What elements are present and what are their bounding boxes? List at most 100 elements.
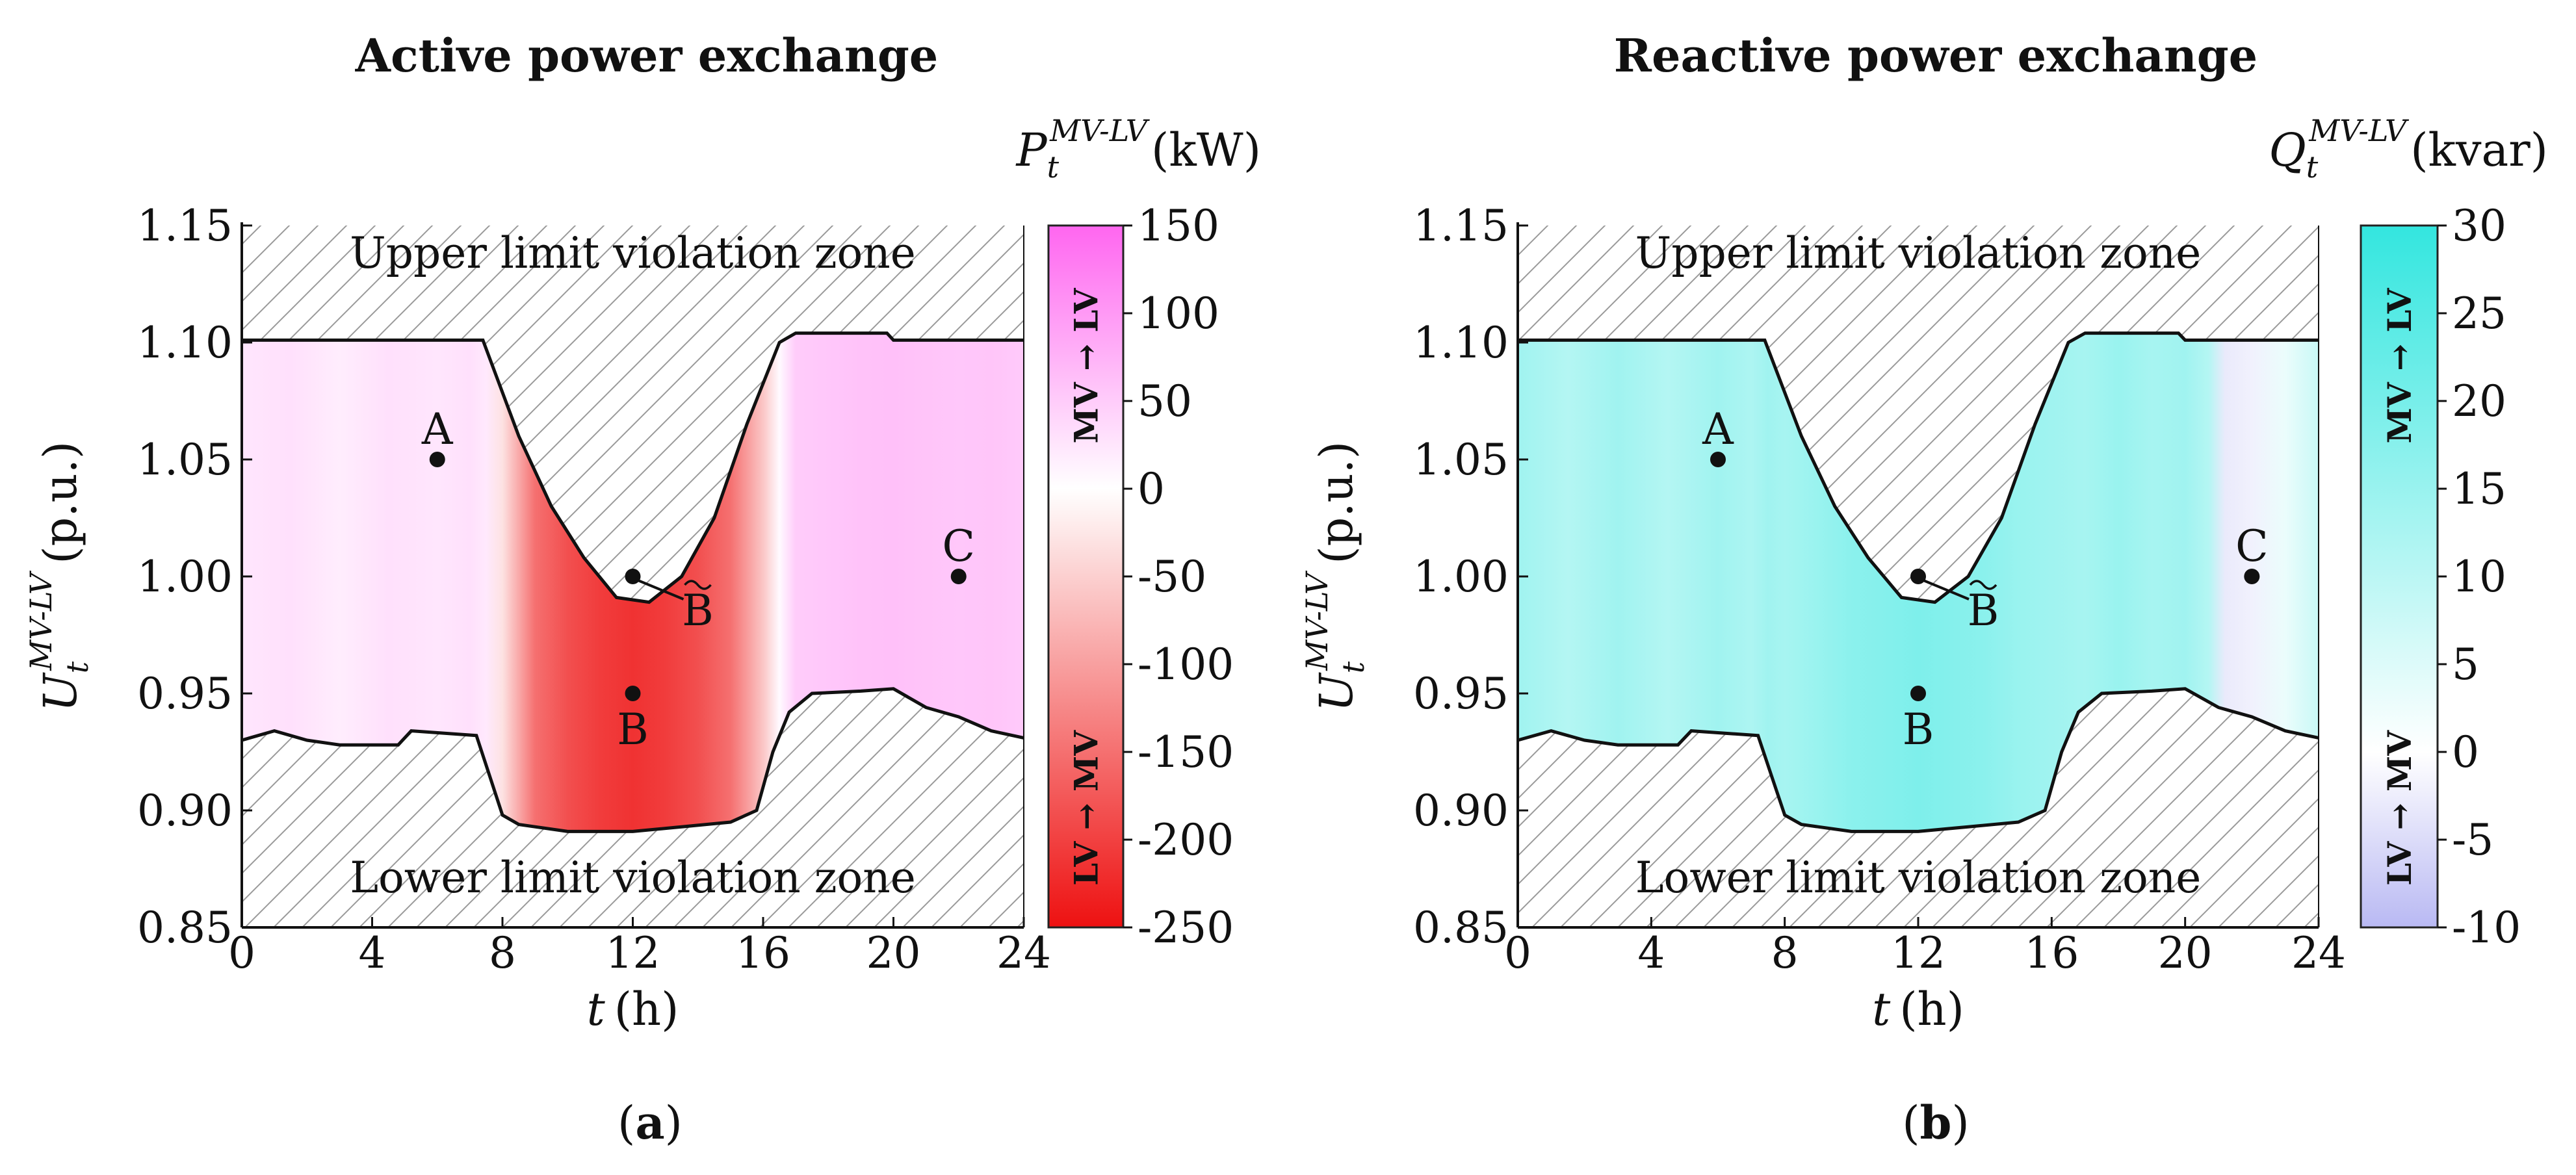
point-label-B-tilde: B	[682, 586, 714, 636]
point-B-tilde	[1910, 569, 1926, 584]
colorbar-direction-upper: MV → LV	[2380, 287, 2419, 443]
y-axis-sup: MV-LV	[1299, 570, 1334, 671]
x-tick-label: 24	[996, 928, 1051, 978]
y-axis-sub: t	[60, 661, 95, 673]
colorbar-unit: (kW)	[1151, 123, 1261, 177]
x-tick-label: 20	[866, 928, 921, 978]
colorbar-tick-label: -150	[1138, 727, 1234, 777]
colorbar	[2360, 224, 2439, 929]
colorbar-tick-label: 25	[2452, 289, 2506, 339]
point-label-A: A	[1702, 404, 1734, 454]
lower-zone-label: Lower limit violation zone	[1635, 853, 2202, 903]
chart-panel-b: Reactive power exchange Upper limit viola…	[1299, 29, 2548, 1150]
colorbar-sup: MV-LV	[2308, 113, 2410, 148]
y-tick-label: 0.90	[137, 786, 233, 836]
y-tick-label: 1.05	[137, 435, 233, 485]
x-tick-label: 20	[2158, 928, 2213, 978]
y-tick-label: 1.05	[1413, 435, 1509, 485]
y-tick-label: 0.85	[1413, 903, 1509, 953]
chart-title: Reactive power exchange	[1614, 29, 2257, 83]
point-leader-line	[1923, 579, 1970, 600]
upper-boundary-line	[1518, 331, 2319, 604]
colorbar-tick-label: 100	[1138, 289, 1219, 339]
y-axis-sub: t	[1336, 661, 1371, 673]
y-tick-label: 0.95	[1413, 669, 1509, 719]
x-axis-unit: (h)	[1899, 983, 1964, 1036]
point-label-B-tilde: B	[1968, 586, 1999, 636]
y-tick-label: 1.10	[1413, 318, 1509, 368]
y-tick-label: 0.95	[137, 669, 233, 719]
colorbar-tick-label: 5	[2452, 639, 2479, 690]
colorbar-direction-lower: LV → MV	[1067, 730, 1106, 886]
x-axis-label: t (h)	[1872, 983, 1964, 1036]
lower-zone-label: Lower limit violation zone	[350, 853, 916, 903]
x-tick-label: 0	[1504, 928, 1531, 978]
y-axis-label: UtMV-LV (p.u.)	[1299, 441, 1371, 712]
y-tick-label: 1.10	[137, 318, 233, 368]
x-tick-label: 8	[489, 928, 516, 978]
colorbar-direction-lower: LV → MV	[2380, 730, 2419, 886]
x-tick-label: 16	[736, 928, 790, 978]
y-axis-symbol: U	[34, 672, 87, 712]
point-label-B: B	[617, 704, 649, 755]
colorbar-tick-label: -5	[2452, 815, 2493, 865]
y-tick-label: 0.85	[137, 903, 233, 953]
panel-caption: (a)	[618, 1096, 683, 1150]
point-label-C: C	[2235, 521, 2269, 571]
point-B	[1910, 686, 1926, 701]
x-tick-label: 16	[2024, 928, 2079, 978]
upper-zone-label: Upper limit violation zone	[350, 228, 916, 278]
colorbar-tick-label: 10	[2452, 552, 2506, 602]
x-tick-label: 0	[228, 928, 255, 978]
point-label-B: B	[1903, 704, 1934, 755]
point-B	[625, 686, 641, 701]
colorbar-label: PtMV-LV(kW)	[1015, 113, 1261, 185]
colorbar-sub: t	[2306, 149, 2319, 185]
point-B-tilde	[625, 569, 641, 584]
colorbar-tick-label: 0	[1138, 464, 1165, 514]
x-axis-symbol: t	[1872, 983, 1891, 1036]
colorbar-unit: (kvar)	[2410, 123, 2548, 177]
caption-close: )	[1951, 1096, 1969, 1150]
colorbar-symbol: Q	[2269, 123, 2306, 177]
chart-title: Active power exchange	[355, 29, 939, 83]
point-leader-line	[637, 579, 684, 600]
point-A	[429, 452, 445, 467]
caption-letter: b	[1920, 1096, 1952, 1150]
caption-close: )	[665, 1096, 683, 1150]
colorbar-tick-label: 20	[2452, 376, 2506, 426]
colorbar-tick-label: -50	[1138, 552, 1206, 602]
tilde-mark	[684, 580, 712, 590]
x-axis-unit: (h)	[614, 983, 679, 1036]
colorbar-direction-upper: MV → LV	[1067, 287, 1106, 443]
caption-letter: a	[635, 1096, 664, 1150]
colorbar-label: QtMV-LV(kvar)	[2269, 113, 2548, 185]
colorbar-tick-label: 0	[2452, 727, 2479, 777]
colorbar-tick-label: 30	[2452, 201, 2506, 251]
point-label-C: C	[943, 521, 976, 571]
x-tick-label: 4	[359, 928, 386, 978]
colorbar-tick-label: -250	[1138, 903, 1234, 953]
x-tick-label: 8	[1771, 928, 1799, 978]
colorbar-tick-label: 15	[2452, 464, 2506, 514]
y-axis-symbol: U	[1310, 672, 1363, 712]
tilde-mark	[1969, 580, 1997, 590]
y-tick-label: 0.90	[1413, 786, 1509, 836]
x-axis-symbol: t	[587, 983, 606, 1036]
x-axis-label: t (h)	[587, 983, 679, 1036]
upper-boundary-line	[242, 331, 1024, 604]
colorbar-tick-label: -200	[1138, 815, 1234, 865]
y-tick-label: 1.15	[1413, 201, 1509, 251]
y-tick-label: 1.00	[1413, 552, 1509, 602]
colorbar-sup: MV-LV	[1049, 113, 1151, 148]
colorbar-tick-label: -10	[2452, 903, 2521, 953]
y-axis-sup: MV-LV	[23, 570, 59, 671]
colorbar-symbol: P	[1015, 123, 1048, 177]
upper-zone-label: Upper limit violation zone	[1635, 228, 2202, 278]
lower-boundary-line	[241, 687, 1024, 833]
point-C	[950, 569, 967, 584]
y-tick-label: 1.15	[137, 201, 233, 251]
point-A	[1710, 452, 1726, 467]
x-tick-label: 24	[2291, 928, 2346, 978]
